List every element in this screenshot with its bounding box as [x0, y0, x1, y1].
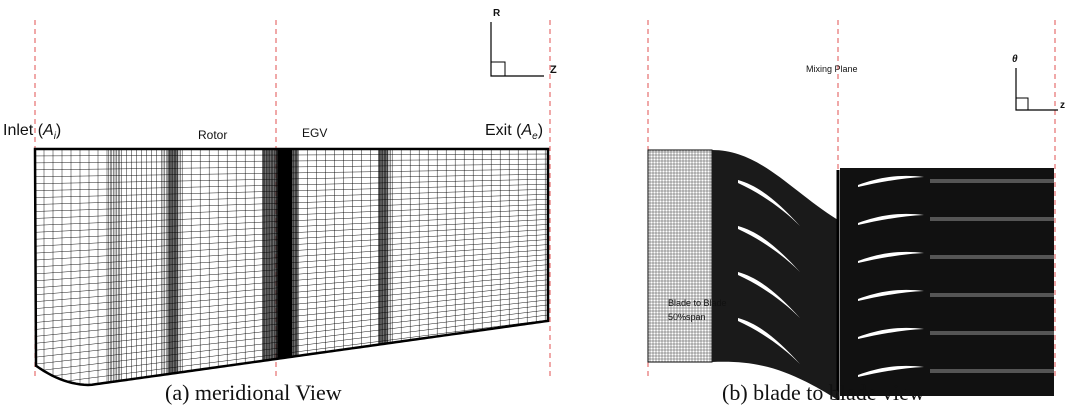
rotor-label: Rotor [198, 128, 228, 142]
caption-a: (a) meridional View [165, 380, 342, 405]
stator-blade [858, 365, 924, 377]
stator-blade [858, 289, 924, 301]
stator-blade [858, 251, 924, 263]
exit-label: Exit (Ae) [485, 122, 544, 143]
stator-blade [858, 213, 924, 225]
axis-glyph-box [1015, 97, 1029, 111]
axis-label-z: Z [550, 64, 557, 76]
inlet-mesh-block [647, 149, 713, 363]
rotor-blade [738, 272, 800, 318]
rotor-blade [738, 318, 800, 364]
span-label: 50%span [668, 312, 706, 322]
stator-passage-mesh [840, 168, 1054, 396]
meridional-grid [35, 149, 548, 385]
inlet-label: Inlet (Ai) [3, 122, 62, 143]
egv-label: EGV [302, 126, 328, 140]
rotor-blade [738, 364, 800, 410]
axis-label-r: R [493, 8, 501, 19]
caption-b: (b) blade to blade view [722, 380, 925, 405]
blade-to-blade-label: Blade to Blade [668, 298, 727, 308]
stator-blade [858, 327, 924, 339]
dense-mesh-block [278, 149, 292, 385]
rotor-passage-mesh [712, 150, 838, 400]
rotor-blade [738, 180, 800, 226]
stator-blade [858, 175, 924, 187]
rotor-blade [738, 226, 800, 272]
domain-outline [33, 147, 550, 387]
axis-label-theta: θ [1012, 54, 1018, 65]
axis-glyph-theta-z [1015, 68, 1058, 111]
axis-glyph-box [490, 61, 506, 77]
axis-label-z-b: z [1060, 100, 1065, 111]
dense-mesh-block [168, 149, 178, 385]
mixing-plane-label: Mixing Plane [806, 64, 858, 74]
dense-mesh-block [378, 149, 388, 385]
